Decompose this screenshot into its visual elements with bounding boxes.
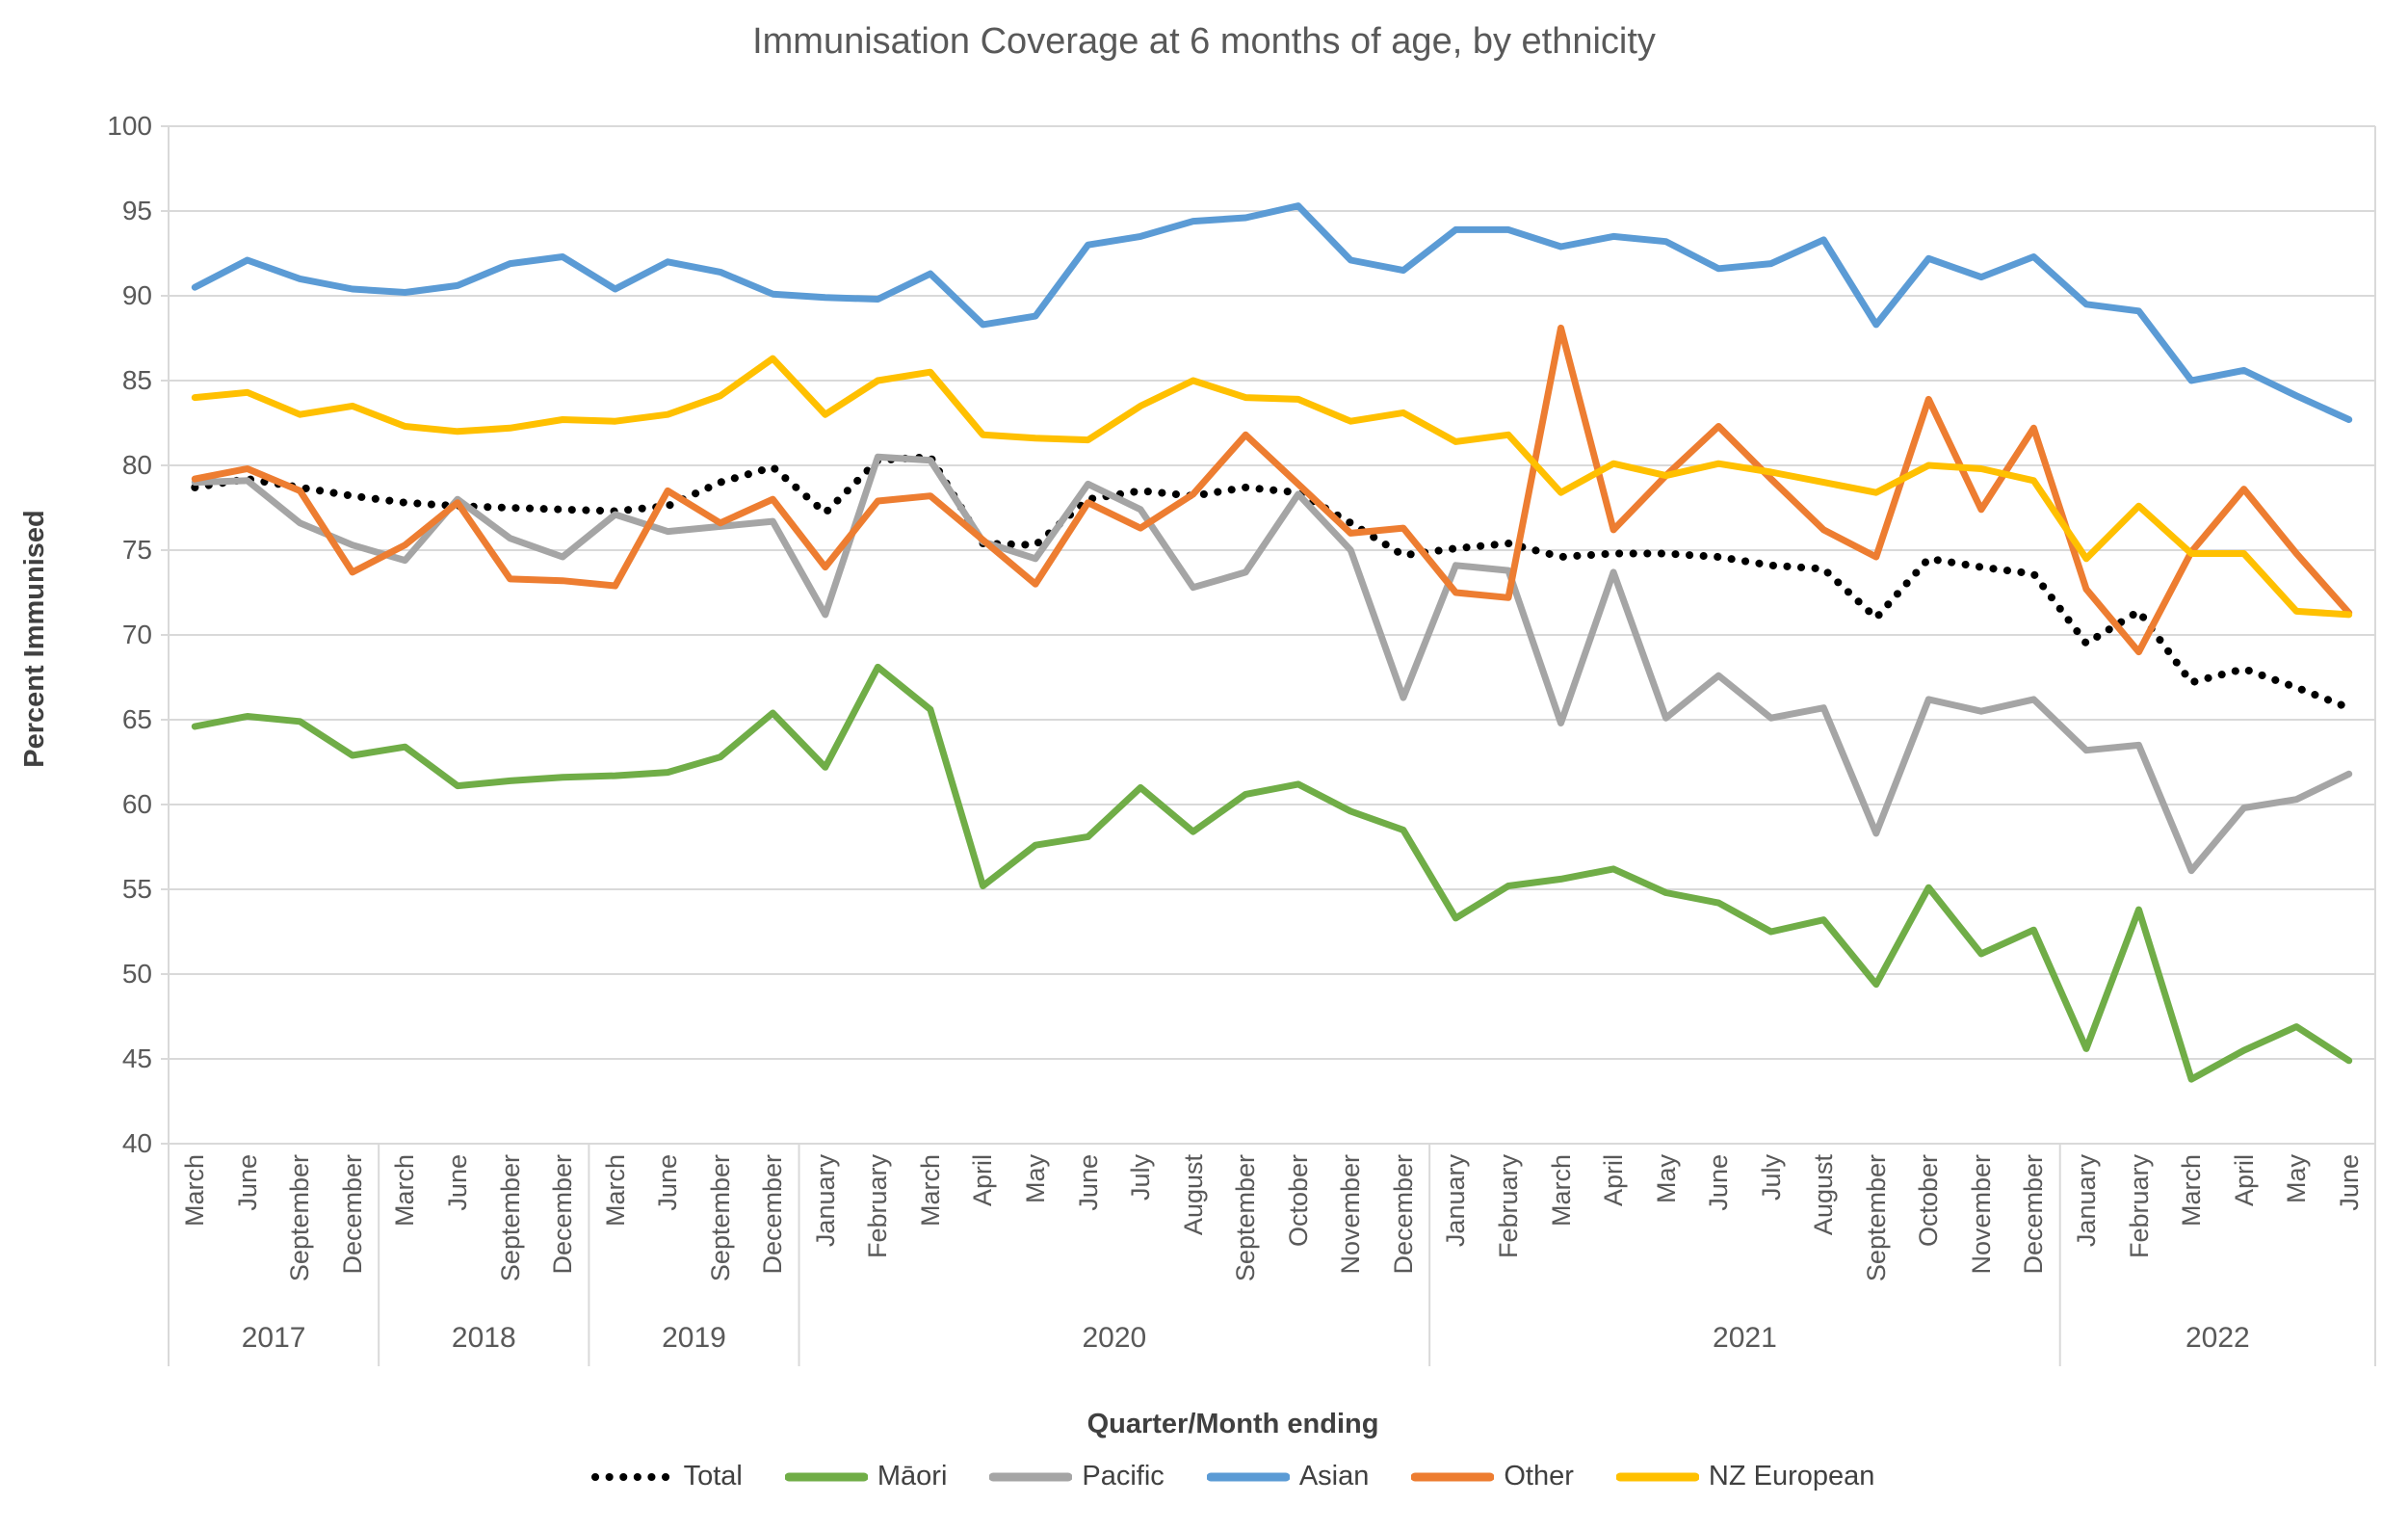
x-tick-label-year: 2018: [451, 1322, 516, 1354]
x-tick-label-month: April: [1599, 1154, 1629, 1207]
legend-swatch: [1206, 1472, 1290, 1481]
legend-swatch: [590, 1472, 674, 1481]
x-tick-label-year: 2019: [662, 1322, 726, 1354]
series-line-pacific: [191, 453, 2353, 875]
x-tick-label-month: March: [1546, 1154, 1576, 1227]
x-tick-label-month: December: [2019, 1154, 2049, 1275]
y-tick-label: 55: [121, 874, 152, 904]
legend-label: Total: [683, 1461, 743, 1491]
legend-label: Asian: [1298, 1461, 1370, 1491]
y-tick-label: 70: [121, 620, 152, 649]
x-tick-label-month: November: [1966, 1154, 1996, 1275]
series-line-māori: [191, 663, 2353, 1083]
series-line-total: [191, 453, 2353, 712]
x-tick-label-month: November: [1336, 1154, 1366, 1275]
x-tick-label-year: 2021: [1713, 1322, 1777, 1354]
y-tick-label: 45: [121, 1043, 152, 1073]
chart-title: Immunisation Coverage at 6 months of age…: [752, 21, 1656, 62]
x-tick-label-year: 2022: [2185, 1322, 2250, 1354]
x-tick-label-month: March: [915, 1154, 945, 1227]
y-tick-label: 85: [121, 365, 152, 395]
legend-swatch: [989, 1472, 1073, 1481]
x-tick-label-year: 2017: [241, 1322, 306, 1354]
x-tick-label-month: September: [1861, 1154, 1891, 1282]
y-axis-title: Percent Immunised: [19, 510, 50, 768]
legend-label: Māori: [877, 1461, 948, 1491]
legend-item-asian: Asian: [1206, 1461, 1370, 1492]
x-axis-title: Quarter/Month ending: [1086, 1409, 1379, 1439]
series-line-other: [191, 324, 2353, 656]
legend-label: NZ European: [1708, 1461, 1875, 1491]
y-tick-label: 60: [121, 789, 152, 819]
legend-label: Pacific: [1082, 1461, 1165, 1491]
y-tick-label: 75: [121, 535, 152, 565]
legend-label: Other: [1504, 1461, 1574, 1491]
y-tick-label: 65: [121, 704, 152, 734]
y-tick-label: 100: [107, 111, 152, 141]
legend-swatch: [1411, 1472, 1495, 1481]
y-tick-label: 95: [121, 196, 152, 225]
y-tick-label: 80: [121, 450, 152, 480]
legend: Total Māori Pacific Asian Other NZ European: [0, 1461, 2408, 1492]
x-tick-label-month: February: [1493, 1154, 1523, 1259]
legend-item-māori: Māori: [784, 1461, 948, 1492]
x-tick-label-month: October: [1914, 1154, 1944, 1248]
legend-item-other: Other: [1411, 1461, 1574, 1492]
legend-item-nz-european: NZ European: [1615, 1461, 1875, 1492]
series-line-asian: [191, 202, 2353, 423]
legend-swatch: [1615, 1472, 1699, 1481]
y-tick-label: 90: [121, 280, 152, 310]
x-tick-label-month: April: [968, 1154, 998, 1207]
x-tick-label-month: December: [1388, 1154, 1418, 1275]
x-tick-label-year: 2020: [1082, 1322, 1147, 1354]
x-tick-label-month: February: [863, 1154, 893, 1259]
x-tick-label-month: June: [2334, 1154, 2364, 1211]
legend-item-pacific: Pacific: [989, 1461, 1165, 1492]
x-tick-label-month: October: [1283, 1154, 1313, 1248]
x-tick-label-month: January: [2071, 1154, 2101, 1248]
y-tick-label: 40: [121, 1128, 152, 1158]
series-line-nz-european: [191, 355, 2353, 619]
y-tick-label: 50: [121, 959, 152, 989]
legend-item-total: Total: [590, 1461, 743, 1492]
legend-swatch: [784, 1472, 868, 1481]
x-tick-label-month: September: [1231, 1154, 1261, 1282]
x-tick-label-month: January: [1441, 1154, 1471, 1248]
x-tick-label-month: January: [810, 1154, 840, 1248]
